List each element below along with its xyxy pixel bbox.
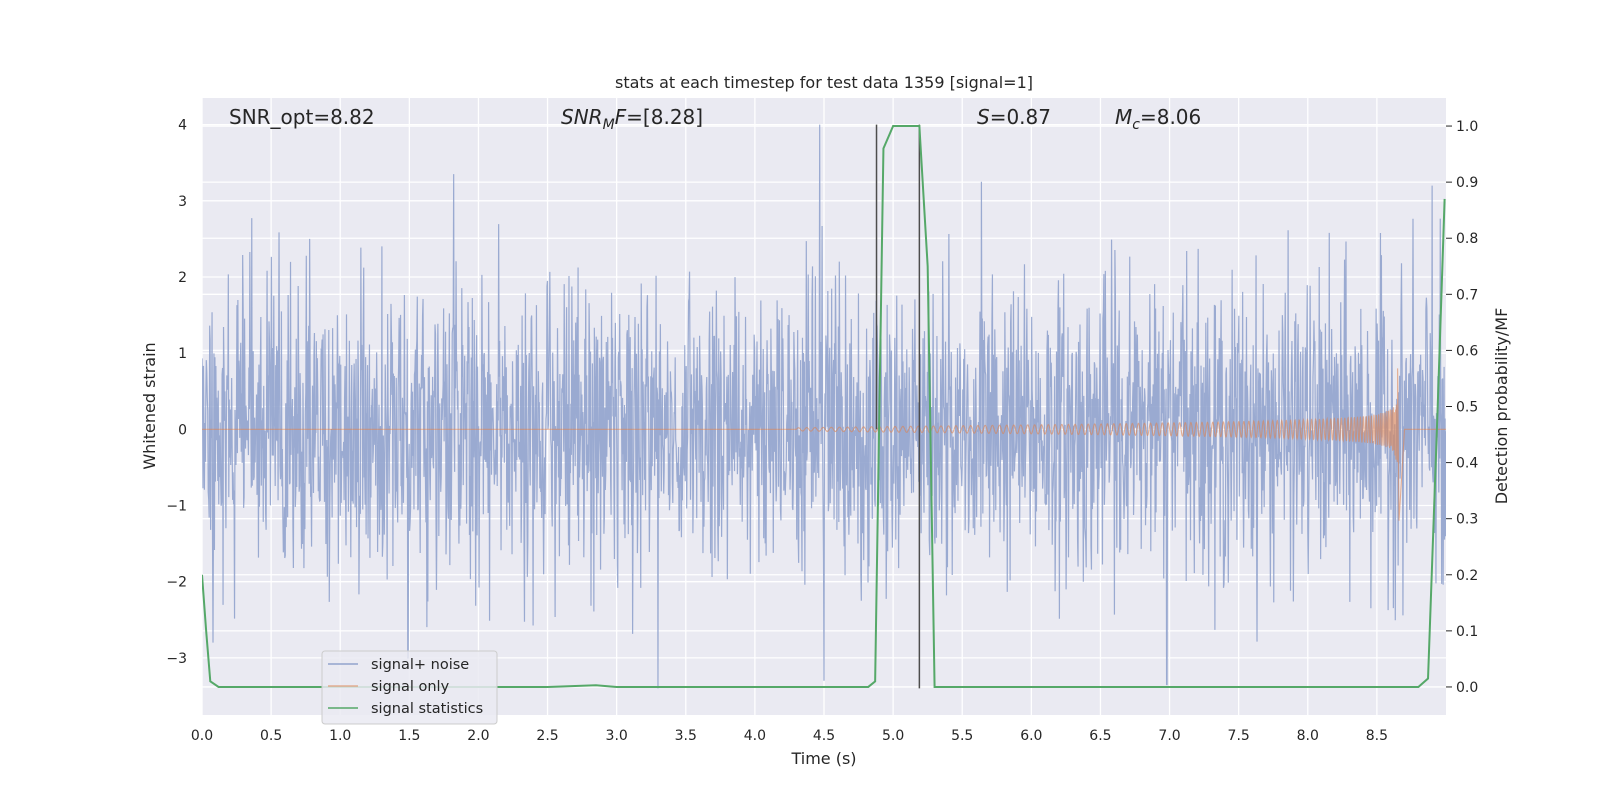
y-tick-label: 4 — [178, 118, 187, 134]
signal-only-line — [202, 368, 1446, 521]
s-main: S — [977, 105, 990, 129]
legend-label-signal-noise: signal+ noise — [371, 657, 469, 673]
annotation-mc: Mc=8.06 — [1115, 105, 1201, 133]
chart-title: stats at each timestep for test data 135… — [615, 73, 1033, 92]
x-tick-label: 2.0 — [467, 728, 489, 744]
y-axis-label: Whitened strain — [140, 342, 159, 469]
x-tick-label: 3.0 — [606, 728, 628, 744]
x-tick-label: 7.0 — [1158, 728, 1180, 744]
signal-only-series — [202, 368, 1446, 521]
x-tick-label: 2.5 — [536, 728, 558, 744]
mc-main: M — [1115, 105, 1132, 129]
x-tick-label: 0.0 — [191, 728, 213, 744]
snr-mf-sub: M — [603, 117, 615, 133]
y2-tick-label: 0.9 — [1456, 175, 1478, 191]
x-tick-label: 5.0 — [882, 728, 904, 744]
annotation-s: S=0.87 — [977, 105, 1051, 129]
legend-label-signal-only: signal only — [371, 679, 450, 695]
x-tick-label: 3.5 — [675, 728, 697, 744]
y2-tick-label: 0.3 — [1456, 512, 1478, 528]
y-tick-label: −1 — [166, 499, 187, 515]
y2-tick-label: 0.6 — [1456, 343, 1478, 359]
y-tick-label: −2 — [166, 575, 187, 591]
annotation-snr-opt: SNR_opt=8.82 — [229, 105, 375, 129]
signal-statistics-line — [202, 125, 1446, 688]
snr-mf-tail-f: F — [615, 105, 627, 129]
x-tick-label: 0.5 — [260, 728, 282, 744]
y-tick-label: 1 — [178, 346, 187, 362]
snr-mf-main: SNR — [561, 105, 603, 129]
x-tick-label: 5.5 — [951, 728, 973, 744]
legend: signal+ noise signal only signal statist… — [321, 650, 498, 725]
x-tick-label: 8.0 — [1297, 728, 1319, 744]
legend-box — [321, 650, 498, 725]
y2-tick-label: 0.2 — [1456, 568, 1478, 584]
vertical-lines — [875, 124, 921, 689]
x-tick-label: 8.5 — [1366, 728, 1388, 744]
signal-noise-series — [202, 124, 1446, 689]
y2-tick-label: 0.5 — [1456, 400, 1478, 416]
s-tail: =0.87 — [990, 105, 1051, 129]
y-tick-label: 3 — [178, 194, 187, 210]
y2-tick-label: 0.7 — [1456, 287, 1478, 303]
tick-labels: 0.0 0.5 1.0 1.5 2.0 2.5 3.0 3.5 4.0 4.5 5.0 5.5 6.0 6… — [166, 118, 1478, 744]
x-tick-label: 4.0 — [744, 728, 766, 744]
y-tick-label: −3 — [166, 651, 187, 667]
y2-tick-label: 0.0 — [1456, 680, 1478, 696]
y2-tick-label: 0.4 — [1456, 456, 1478, 472]
y2-tick-label: 0.1 — [1456, 624, 1478, 640]
x-tick-label: 6.0 — [1020, 728, 1042, 744]
x-tick-label: 7.5 — [1228, 728, 1250, 744]
x-tick-label: 4.5 — [813, 728, 835, 744]
y2-tick-label: 1.0 — [1456, 119, 1478, 135]
mc-tail: =8.06 — [1140, 105, 1201, 129]
annotation-snr-mf: SNRMF=[8.28] — [561, 105, 703, 133]
x-tick-label: 1.0 — [329, 728, 351, 744]
signal-statistics-series — [202, 125, 1446, 688]
x-tick-label: 6.5 — [1089, 728, 1111, 744]
legend-label-signal-statistics: signal statistics — [371, 701, 483, 717]
x-axis-label: Time (s) — [790, 749, 856, 768]
y2-axis-label: Detection probability/MF — [1492, 308, 1511, 505]
y2-tick-label: 0.8 — [1456, 231, 1478, 247]
snr-mf-tail: =[8.28] — [626, 105, 703, 129]
signal-noise-line — [202, 124, 1446, 689]
mc-sub: c — [1132, 117, 1140, 133]
y-tick-label: 0 — [178, 422, 187, 438]
y-tick-label: 2 — [178, 270, 187, 286]
x-tick-label: 1.5 — [398, 728, 420, 744]
